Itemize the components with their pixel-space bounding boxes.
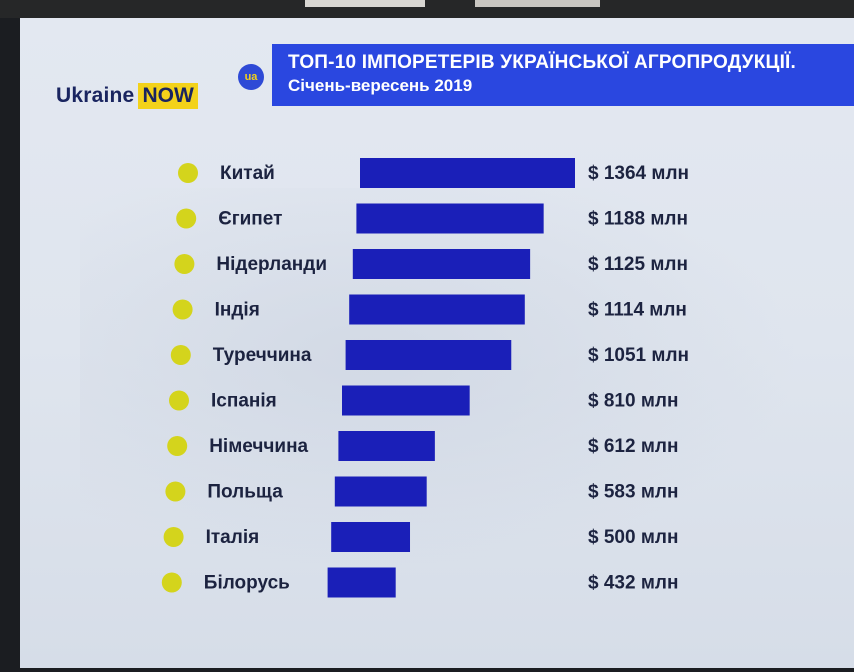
category-label: Єгипет <box>218 209 282 230</box>
bar <box>352 249 531 279</box>
bar <box>360 158 575 188</box>
bullet-dot <box>172 299 193 320</box>
category-label: Німеччина <box>209 436 308 457</box>
value-label: $ 1051 млн <box>588 345 689 366</box>
category-label: Польща <box>207 482 283 503</box>
bullet-dot <box>165 481 186 502</box>
value-label: $ 612 млн <box>588 436 678 457</box>
bullet-dot <box>176 208 197 229</box>
value-label: $ 1188 млн <box>588 209 688 230</box>
category-label: Індія <box>215 300 260 321</box>
logo-now-badge: NOW <box>138 83 198 109</box>
title-banner: ТОП-10 ІМПОРЕТЕРІВ УКРАЇНСЬКОЇ АГРОПРОДУ… <box>272 44 854 106</box>
bar <box>356 203 544 234</box>
bar <box>327 567 396 598</box>
value-label: $ 1364 млн <box>588 163 689 184</box>
bar <box>334 476 427 507</box>
logo-ua-circle: ua <box>238 64 264 90</box>
category-label: Нідерланди <box>216 254 327 275</box>
ukraine-now-logo: Ukraine NOW ua <box>56 64 264 116</box>
bullet-dot <box>178 163 198 183</box>
value-label: $ 500 млн <box>588 527 678 548</box>
bar <box>349 294 525 325</box>
bar <box>342 385 470 416</box>
value-label: $ 1125 млн <box>588 254 688 275</box>
category-label: Іспанія <box>211 391 277 412</box>
bullet-dot <box>170 345 191 365</box>
value-label: $ 810 млн <box>588 391 678 412</box>
value-label: $ 583 млн <box>588 482 678 503</box>
chart-title: ТОП-10 ІМПОРЕТЕРІВ УКРАЇНСЬКОЇ АГРОПРОДУ… <box>288 52 796 73</box>
bar <box>345 340 512 370</box>
chart-subtitle: Січень-вересень 2019 <box>288 76 473 95</box>
bullet-dot <box>174 254 195 274</box>
category-label: Туреччина <box>213 345 312 366</box>
bullet-dot <box>169 390 189 411</box>
category-label: Китай <box>220 163 275 184</box>
screen-bezel-top <box>0 0 854 18</box>
bullet-dot <box>161 572 182 593</box>
bar <box>338 431 435 461</box>
logo-text: Ukraine <box>56 84 135 107</box>
ceiling-light <box>305 0 425 7</box>
bullet-dot <box>163 527 184 547</box>
bullet-dot <box>167 436 188 456</box>
bar <box>331 522 411 552</box>
category-label: Італія <box>206 527 260 548</box>
category-label: Білорусь <box>204 573 290 594</box>
value-label: $ 432 млн <box>588 573 678 594</box>
value-label: $ 1114 млн <box>588 300 687 321</box>
ceiling-light <box>475 0 600 7</box>
